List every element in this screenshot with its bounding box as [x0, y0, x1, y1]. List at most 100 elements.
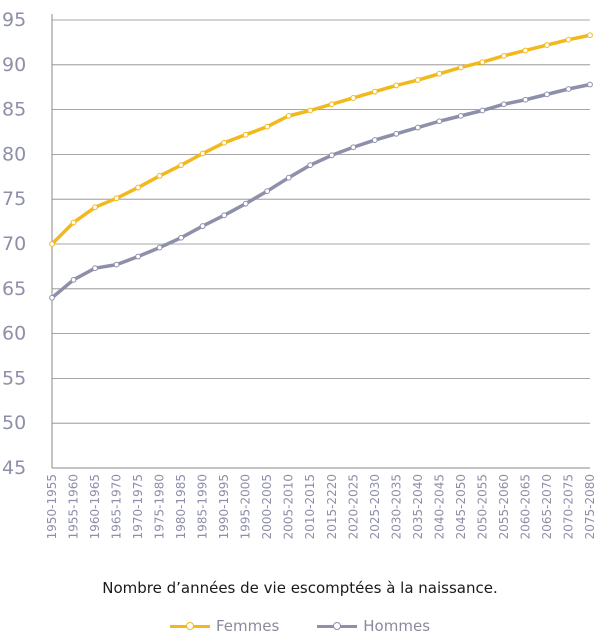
data-point-hommes	[242, 200, 249, 207]
data-point-femmes	[522, 47, 529, 54]
data-point-femmes	[307, 107, 314, 114]
data-point-femmes	[457, 64, 464, 71]
x-tick-label: 1965-1970	[110, 474, 124, 539]
data-point-hommes	[393, 130, 400, 137]
data-point-hommes	[92, 265, 98, 272]
legend-item-femmes: Femmes	[169, 617, 280, 635]
data-point-hommes	[457, 112, 464, 119]
x-tick-label: 2060-2065	[518, 474, 532, 539]
series-line-femmes	[50, 33, 591, 246]
data-point-hommes	[307, 162, 314, 169]
data-point-femmes	[285, 112, 292, 119]
x-tick-label: 2020-2025	[346, 474, 360, 539]
data-point-hommes	[49, 294, 55, 301]
data-point-femmes	[156, 173, 163, 179]
data-point-femmes	[371, 88, 378, 95]
data-point-femmes	[221, 139, 228, 146]
data-point-hommes	[113, 261, 120, 268]
data-point-femmes	[49, 241, 55, 247]
x-tick-label: 2030-2035	[389, 474, 403, 539]
x-tick-label: 2035-2040	[411, 474, 425, 539]
y-tick-label: 85	[2, 99, 26, 121]
x-tick-label: 2000-2005	[260, 474, 274, 539]
data-point-femmes	[135, 184, 141, 191]
series-line-hommes	[50, 82, 591, 300]
data-point-hommes	[285, 174, 292, 181]
x-tick-label: 2015-2220	[325, 474, 339, 539]
legend-swatch-hommes	[317, 620, 358, 632]
data-point-femmes	[242, 131, 249, 138]
data-point-femmes	[113, 195, 120, 202]
data-point-hommes	[544, 91, 550, 98]
x-tick-label: 1975-1980	[153, 474, 167, 539]
x-tick-label: 2065-2070	[540, 474, 554, 539]
x-axis-title: Nombre d’années de vie escomptées à la n…	[102, 579, 498, 597]
x-tick-label: 1955-1960	[67, 474, 81, 539]
data-point-hommes	[178, 234, 185, 241]
data-point-femmes	[501, 52, 507, 59]
data-point-hommes	[264, 188, 271, 195]
data-point-femmes	[264, 123, 271, 130]
data-point-femmes	[565, 36, 572, 43]
x-tick-label: 2010-2015	[303, 474, 317, 539]
y-tick-label: 45	[2, 457, 26, 479]
x-tick-label: 2045-2050	[454, 474, 468, 539]
series-lines	[49, 32, 593, 301]
x-tick-label: 2040-2045	[432, 474, 446, 539]
data-point-femmes	[436, 70, 443, 77]
x-tick-label: 1950-1955	[45, 474, 59, 539]
data-point-hommes	[436, 118, 443, 125]
data-point-hommes	[199, 223, 206, 229]
data-point-femmes	[587, 32, 593, 39]
data-point-hommes	[70, 276, 77, 283]
y-tick-label: 60	[2, 323, 26, 345]
legend-item-hommes: Hommes	[317, 617, 430, 635]
data-point-hommes	[350, 144, 357, 151]
legend: Femmes Hommes	[0, 617, 600, 635]
x-axis-tick-labels: 1950-1955 1955-1960 1960-1965 1965-1970 1970…	[45, 474, 597, 539]
y-tick-label: 50	[2, 412, 26, 434]
x-tick-label: 2005-2010	[282, 474, 296, 539]
x-tick-label: 1980-1985	[174, 474, 188, 539]
data-point-hommes	[522, 96, 529, 103]
data-point-hommes	[414, 124, 421, 131]
x-tick-label: 1960-1965	[88, 474, 102, 539]
gridlines	[52, 19, 590, 424]
data-point-hommes	[587, 81, 593, 88]
data-point-femmes	[544, 42, 550, 48]
x-tick-label: 2070-2075	[561, 474, 575, 539]
y-tick-label: 75	[2, 188, 26, 210]
x-tick-label: 1995-2000	[239, 474, 253, 539]
x-tick-label: 1990-1995	[217, 474, 231, 539]
y-axis-tick-labels: 45 50 55 60 65 70 75 80 85 90 95	[2, 9, 26, 479]
data-point-femmes	[70, 219, 77, 226]
y-tick-label: 70	[2, 233, 26, 255]
data-point-hommes	[328, 152, 335, 159]
y-tick-label: 90	[2, 54, 26, 76]
x-tick-label: 1970-1975	[131, 474, 145, 539]
data-point-hommes	[156, 244, 163, 251]
y-tick-label: 55	[2, 367, 26, 389]
legend-label-femmes: Femmes	[215, 617, 280, 635]
y-tick-label: 80	[2, 143, 26, 165]
data-point-hommes	[565, 86, 572, 92]
data-point-femmes	[414, 77, 421, 83]
data-point-hommes	[221, 212, 228, 219]
legend-label-hommes: Hommes	[363, 617, 431, 635]
data-point-hommes	[479, 107, 486, 114]
x-tick-label: 2055-2060	[497, 474, 511, 539]
data-point-femmes	[92, 204, 98, 211]
x-tick-label: 2075-2080	[583, 474, 597, 539]
y-tick-label: 95	[2, 9, 26, 31]
data-point-femmes	[393, 82, 400, 89]
life-expectancy-chart: 45 50 55 60 65 70 75 80 85 90 95 1950-1955 1955-196…	[2, 9, 597, 539]
data-point-hommes	[371, 137, 378, 143]
data-point-hommes	[501, 101, 507, 108]
x-tick-label: 1985-1990	[196, 474, 210, 539]
data-point-femmes	[350, 95, 357, 101]
data-point-femmes	[328, 101, 335, 108]
x-tick-label: 2025-2030	[368, 474, 382, 539]
data-point-femmes	[479, 59, 486, 66]
data-point-femmes	[199, 150, 206, 157]
data-point-hommes	[135, 253, 141, 260]
